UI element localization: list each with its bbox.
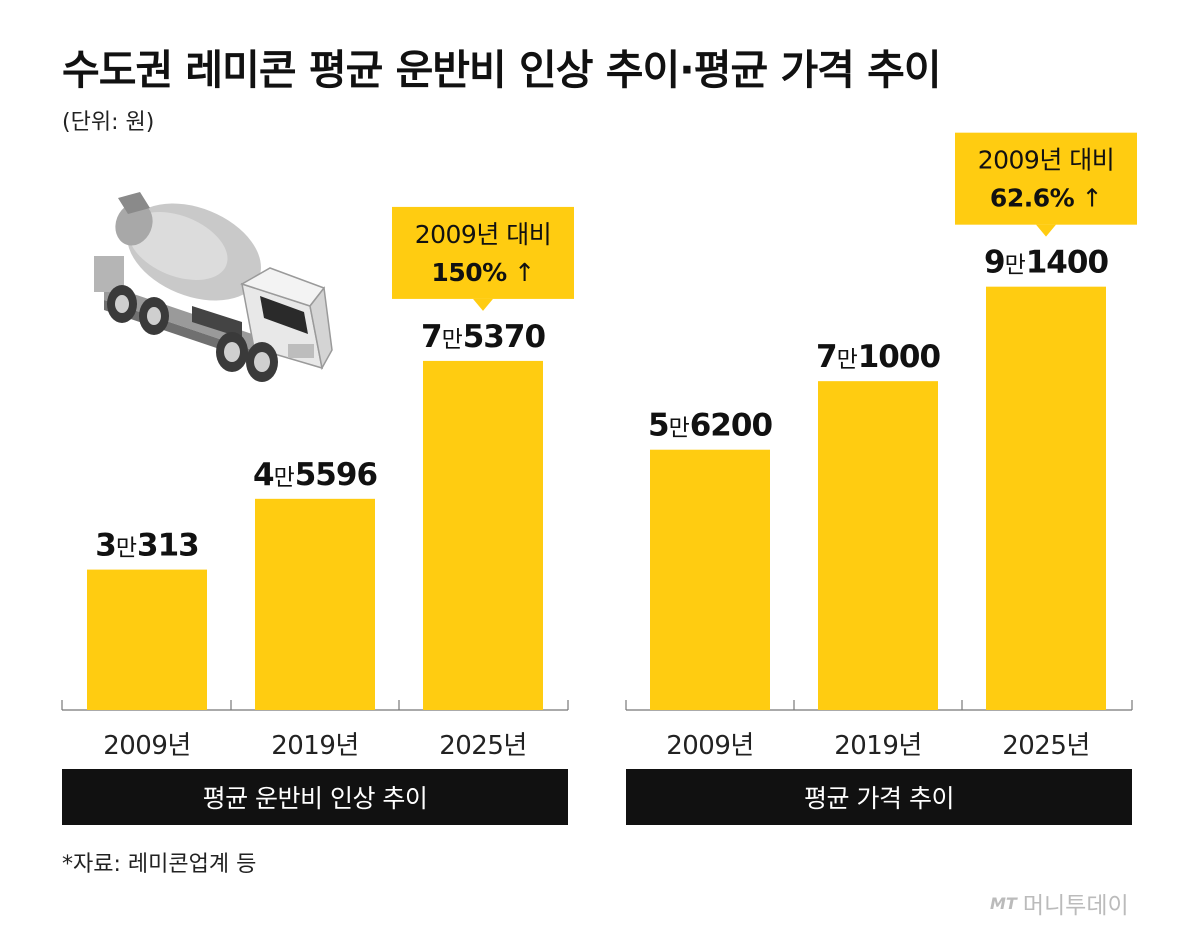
right-callout-pointer xyxy=(1036,224,1056,237)
left-callout-pointer xyxy=(473,298,493,311)
left-value-label-1: 3만313 xyxy=(95,528,198,564)
right-chart-title-banner: 평균 가격 추이 xyxy=(626,769,1132,825)
unit-label: (단위: 원) xyxy=(62,110,155,135)
brand-mark: MT xyxy=(990,893,1017,913)
right-bar-1 xyxy=(650,449,770,710)
right-callout-line2: 62.6% ↑ xyxy=(990,184,1102,213)
left-category-label-2: 2019년 xyxy=(271,731,359,761)
right-callout-line1: 2009년 대비 xyxy=(978,146,1115,175)
right-value-label-2: 7만1000 xyxy=(816,339,940,375)
right-bar-3 xyxy=(986,286,1106,710)
right-category-label-2: 2019년 xyxy=(834,731,922,761)
right-bar-2 xyxy=(818,381,938,710)
left-category-label-1: 2009년 xyxy=(103,731,191,761)
left-value-label-3: 7만5370 xyxy=(421,319,545,355)
left-value-label-2: 4만5596 xyxy=(253,457,377,493)
right-value-label-3: 9만1400 xyxy=(984,245,1108,281)
left-chart-title-banner: 평균 운반비 인상 추이 xyxy=(62,769,568,825)
left-callout-line1: 2009년 대비 xyxy=(415,220,552,249)
brand-logo: MT 머니투데이 xyxy=(990,886,1129,920)
brand-name: 머니투데이 xyxy=(1022,893,1129,919)
right-callout-box xyxy=(955,132,1137,225)
bar-chart: 3만313 2009년 4만5596 2019년 7만5370 2025년 2009년 대비… xyxy=(61,132,1137,761)
right-category-label-3: 2025년 xyxy=(1002,731,1090,761)
left-callout-box xyxy=(392,206,574,299)
left-bar-1 xyxy=(87,569,207,710)
left-callout-line2: 150% ↑ xyxy=(431,258,534,287)
right-category-label-1: 2009년 xyxy=(666,731,754,761)
right-value-label-1: 5만6200 xyxy=(648,408,772,444)
left-category-label-3: 2025년 xyxy=(439,731,527,761)
left-bar-2 xyxy=(255,498,375,710)
source-note: *자료: 레미콘업계 등 xyxy=(62,852,257,877)
left-bar-3 xyxy=(423,360,543,710)
mixer-truck-icon xyxy=(94,192,333,382)
chart-title: 수도권 레미콘 평균 운반비 인상 추이·평균 가격 추이 xyxy=(62,46,942,94)
